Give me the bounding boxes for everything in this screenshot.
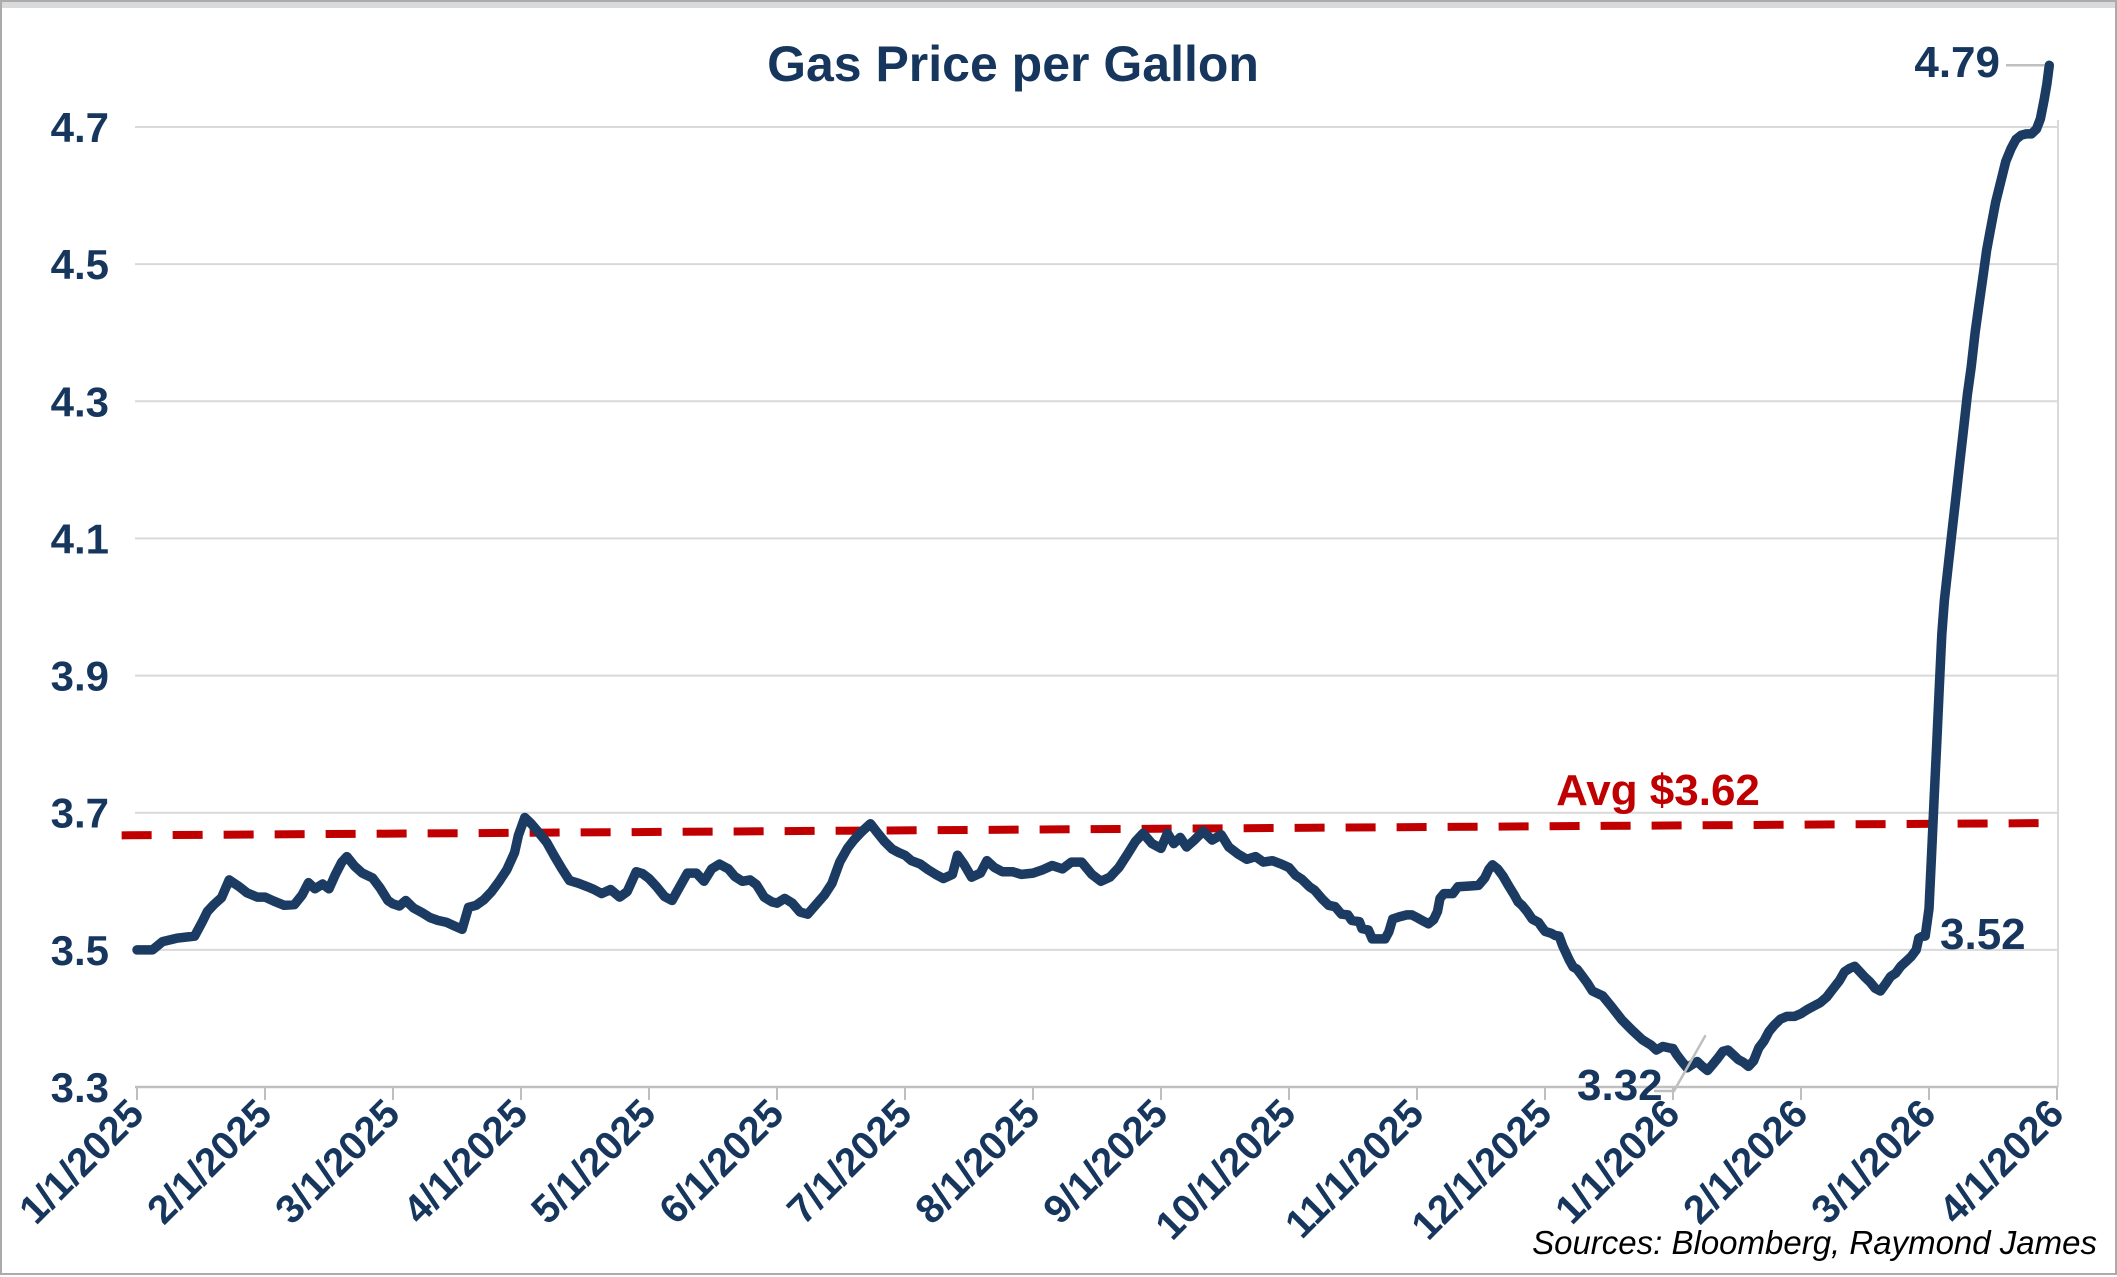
y-tick-label: 3.9 (51, 653, 109, 700)
y-tick-label: 4.5 (51, 241, 109, 288)
average-line (121, 819, 2059, 840)
end-value-callout: 4.79 (1914, 38, 2000, 87)
chart-title: Gas Price per Gallon (767, 36, 1259, 92)
pre-spike-value-callout: 3.52 (1940, 910, 2026, 959)
average-line-label: Avg $3.62 (1556, 766, 1760, 815)
x-tick-label: 7/1/2025 (779, 1091, 920, 1232)
x-tick-label: 4/1/2026 (1931, 1091, 2072, 1232)
x-tick-label: 6/1/2025 (651, 1091, 792, 1232)
x-tick-label: 2/1/2026 (1675, 1091, 1816, 1232)
x-tick-label: 4/1/2025 (395, 1091, 536, 1232)
x-tick-label: 1/1/2026 (1547, 1091, 1688, 1232)
min-value-callout: 3.32 (1577, 1061, 1663, 1110)
x-tick-label: 8/1/2025 (907, 1091, 1048, 1232)
y-tick-label: 4.3 (51, 378, 109, 425)
y-tick-label: 4.7 (51, 104, 109, 151)
y-tick-label: 3.7 (51, 790, 109, 837)
price-line (132, 60, 2055, 1076)
screenshot-top-edge (2, 2, 2115, 8)
y-tick-label: 4.1 (51, 515, 109, 562)
x-tick-label: 3/1/2026 (1803, 1091, 1944, 1232)
x-tick-label: 10/1/2025 (1147, 1091, 1304, 1248)
x-tick-label: 2/1/2025 (139, 1091, 280, 1232)
leader-line-min-value (1654, 1034, 1707, 1093)
source-note: Sources: Bloomberg, Raymond James (1532, 1224, 2097, 1261)
x-tick-label: 3/1/2025 (267, 1091, 408, 1232)
y-tick-label: 3.5 (51, 927, 109, 974)
x-tick-label: 1/1/2025 (11, 1091, 152, 1232)
y-tick-label: 3.3 (51, 1064, 109, 1111)
x-tick-label: 5/1/2025 (523, 1091, 664, 1232)
